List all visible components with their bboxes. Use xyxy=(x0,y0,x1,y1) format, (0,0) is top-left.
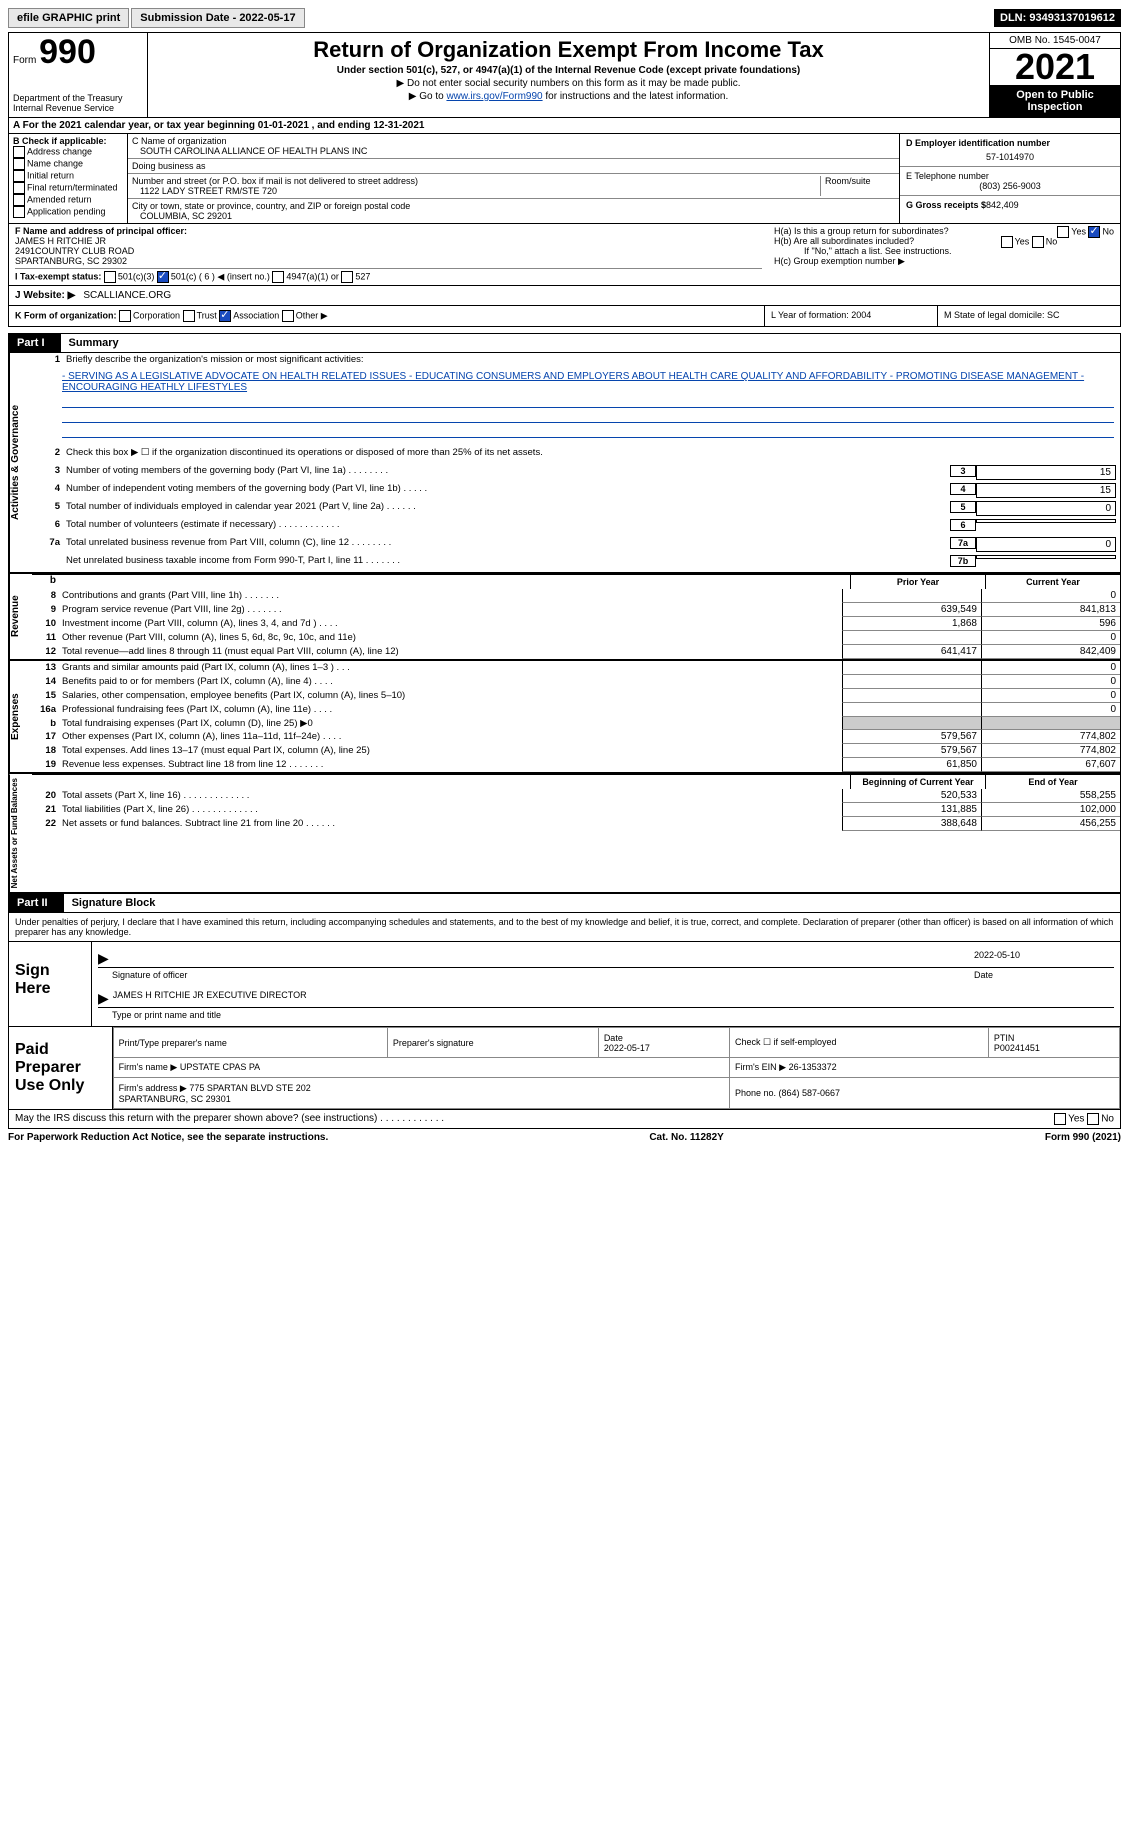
block-bcd: B Check if applicable: Address change Na… xyxy=(8,134,1121,224)
mission-text: - SERVING AS A LEGISLATIVE ADVOCATE ON H… xyxy=(32,371,1120,397)
part-1-header: Part I Summary xyxy=(8,333,1121,353)
summary-line: 12Total revenue—add lines 8 through 11 (… xyxy=(32,645,1120,659)
row-fh: F Name and address of principal officer:… xyxy=(8,224,1121,286)
summary-line: 19Revenue less expenses. Subtract line 1… xyxy=(32,758,1120,772)
ein-value: 57-1014970 xyxy=(906,148,1114,162)
inspection-label: Open to Public Inspection xyxy=(990,85,1120,117)
section-klm: K Form of organization: Corporation Trus… xyxy=(8,306,1121,327)
part-2-header: Part II Signature Block xyxy=(8,893,1121,913)
section-c: C Name of organization SOUTH CAROLINA AL… xyxy=(128,134,899,223)
summary-line: 13Grants and similar amounts paid (Part … xyxy=(32,661,1120,675)
section-h: H(a) Is this a group return for subordin… xyxy=(768,224,1120,285)
section-f: F Name and address of principal officer:… xyxy=(9,224,768,285)
firm-ein: 26-1353372 xyxy=(789,1062,837,1072)
summary-line: 6Total number of volunteers (estimate if… xyxy=(32,518,1120,536)
firm-name: UPSTATE CPAS PA xyxy=(180,1062,260,1072)
summary-line: 3Number of voting members of the governi… xyxy=(32,464,1120,482)
expenses-label: Expenses xyxy=(9,661,32,772)
form-header: Form 990 Department of the Treasury Inte… xyxy=(8,32,1121,118)
tax-year: 2021 xyxy=(990,49,1120,85)
ssn-note: ▶ Do not enter social security numbers o… xyxy=(397,78,741,89)
summary-line: 4Number of independent voting members of… xyxy=(32,482,1120,500)
summary-line: 10Investment income (Part VIII, column (… xyxy=(32,617,1120,631)
paid-preparer-block: Paid Preparer Use Only Print/Type prepar… xyxy=(8,1027,1121,1110)
summary-line: 18Total expenses. Add lines 13–17 (must … xyxy=(32,744,1120,758)
section-a: A For the 2021 calendar year, or tax yea… xyxy=(8,118,1121,134)
summary-line: 5Total number of individuals employed in… xyxy=(32,500,1120,518)
phone-value: (803) 256-9003 xyxy=(906,181,1114,191)
irs-link[interactable]: www.irs.gov/Form990 xyxy=(446,91,542,102)
org-name: SOUTH CAROLINA ALLIANCE OF HEALTH PLANS … xyxy=(132,146,895,156)
sign-here-block: Sign Here ▶2022-05-10 Signature of offic… xyxy=(8,942,1121,1027)
sign-date: 2022-05-10 xyxy=(974,950,1114,967)
summary-line: 22Net assets or fund balances. Subtract … xyxy=(32,817,1120,831)
form-title: Return of Organization Exempt From Incom… xyxy=(313,37,824,63)
summary-line: 21Total liabilities (Part X, line 26) . … xyxy=(32,803,1120,817)
summary-line: 9Program service revenue (Part VIII, lin… xyxy=(32,603,1120,617)
footer: For Paperwork Reduction Act Notice, see … xyxy=(8,1129,1121,1146)
section-b: B Check if applicable: Address change Na… xyxy=(9,134,128,223)
summary-line: 17Other expenses (Part IX, column (A), l… xyxy=(32,730,1120,744)
goto-note: ▶ Go to www.irs.gov/Form990 for instruct… xyxy=(409,91,729,102)
org-street: 1122 LADY STREET RM/STE 720 xyxy=(132,186,820,196)
net-assets-label: Net Assets or Fund Balances xyxy=(9,774,32,892)
discuss-row: May the IRS discuss this return with the… xyxy=(8,1110,1121,1129)
summary-line: 15Salaries, other compensation, employee… xyxy=(32,689,1120,703)
efile-print-button[interactable]: efile GRAPHIC print xyxy=(8,8,129,28)
form-label: Form xyxy=(13,55,36,66)
department-label: Department of the Treasury Internal Reve… xyxy=(13,93,143,113)
section-j: J Website: ▶ SCALLIANCE.ORG xyxy=(8,286,1121,306)
website-value: SCALLIANCE.ORG xyxy=(83,290,171,301)
summary-line: 20Total assets (Part X, line 16) . . . .… xyxy=(32,789,1120,803)
summary-line: 7aTotal unrelated business revenue from … xyxy=(32,536,1120,554)
top-bar: efile GRAPHIC print Submission Date - 20… xyxy=(8,8,1121,28)
officer-name: JAMES H RITCHIE JR EXECUTIVE DIRECTOR xyxy=(113,990,307,1007)
summary-line: 11Other revenue (Part VIII, column (A), … xyxy=(32,631,1120,645)
dln-label: DLN: 93493137019612 xyxy=(994,9,1121,27)
state-domicile: M State of legal domicile: SC xyxy=(937,306,1120,326)
summary-line: bTotal fundraising expenses (Part IX, co… xyxy=(32,717,1120,730)
summary-revenue: Revenue b Prior Year Current Year 8Contr… xyxy=(8,573,1121,660)
section-deg: D Employer identification number 57-1014… xyxy=(899,134,1120,223)
gross-receipts: 842,409 xyxy=(986,200,1019,210)
summary-line: 16aProfessional fundraising fees (Part I… xyxy=(32,703,1120,717)
ptin-value: P00241451 xyxy=(994,1043,1040,1053)
prep-date: 2022-05-17 xyxy=(604,1043,650,1053)
summary-expenses: Expenses 13Grants and similar amounts pa… xyxy=(8,660,1121,773)
governance-label: Activities & Governance xyxy=(9,353,32,572)
form-subtitle: Under section 501(c), 527, or 4947(a)(1)… xyxy=(337,65,800,76)
summary-line: 14Benefits paid to or for members (Part … xyxy=(32,675,1120,689)
revenue-label: Revenue xyxy=(9,574,32,659)
year-formation: L Year of formation: 2004 xyxy=(764,306,937,326)
firm-phone: (864) 587-0667 xyxy=(779,1088,841,1098)
org-city: COLUMBIA, SC 29201 xyxy=(132,211,895,221)
summary-net-assets: Net Assets or Fund Balances Beginning of… xyxy=(8,773,1121,893)
summary-line: Net unrelated business taxable income fr… xyxy=(32,554,1120,572)
submission-date-button[interactable]: Submission Date - 2022-05-17 xyxy=(131,8,304,28)
summary-governance: Activities & Governance 1Briefly describ… xyxy=(8,353,1121,573)
form-number: 990 xyxy=(39,33,96,71)
summary-line: 8Contributions and grants (Part VIII, li… xyxy=(32,589,1120,603)
perjury-statement: Under penalties of perjury, I declare th… xyxy=(8,913,1121,942)
